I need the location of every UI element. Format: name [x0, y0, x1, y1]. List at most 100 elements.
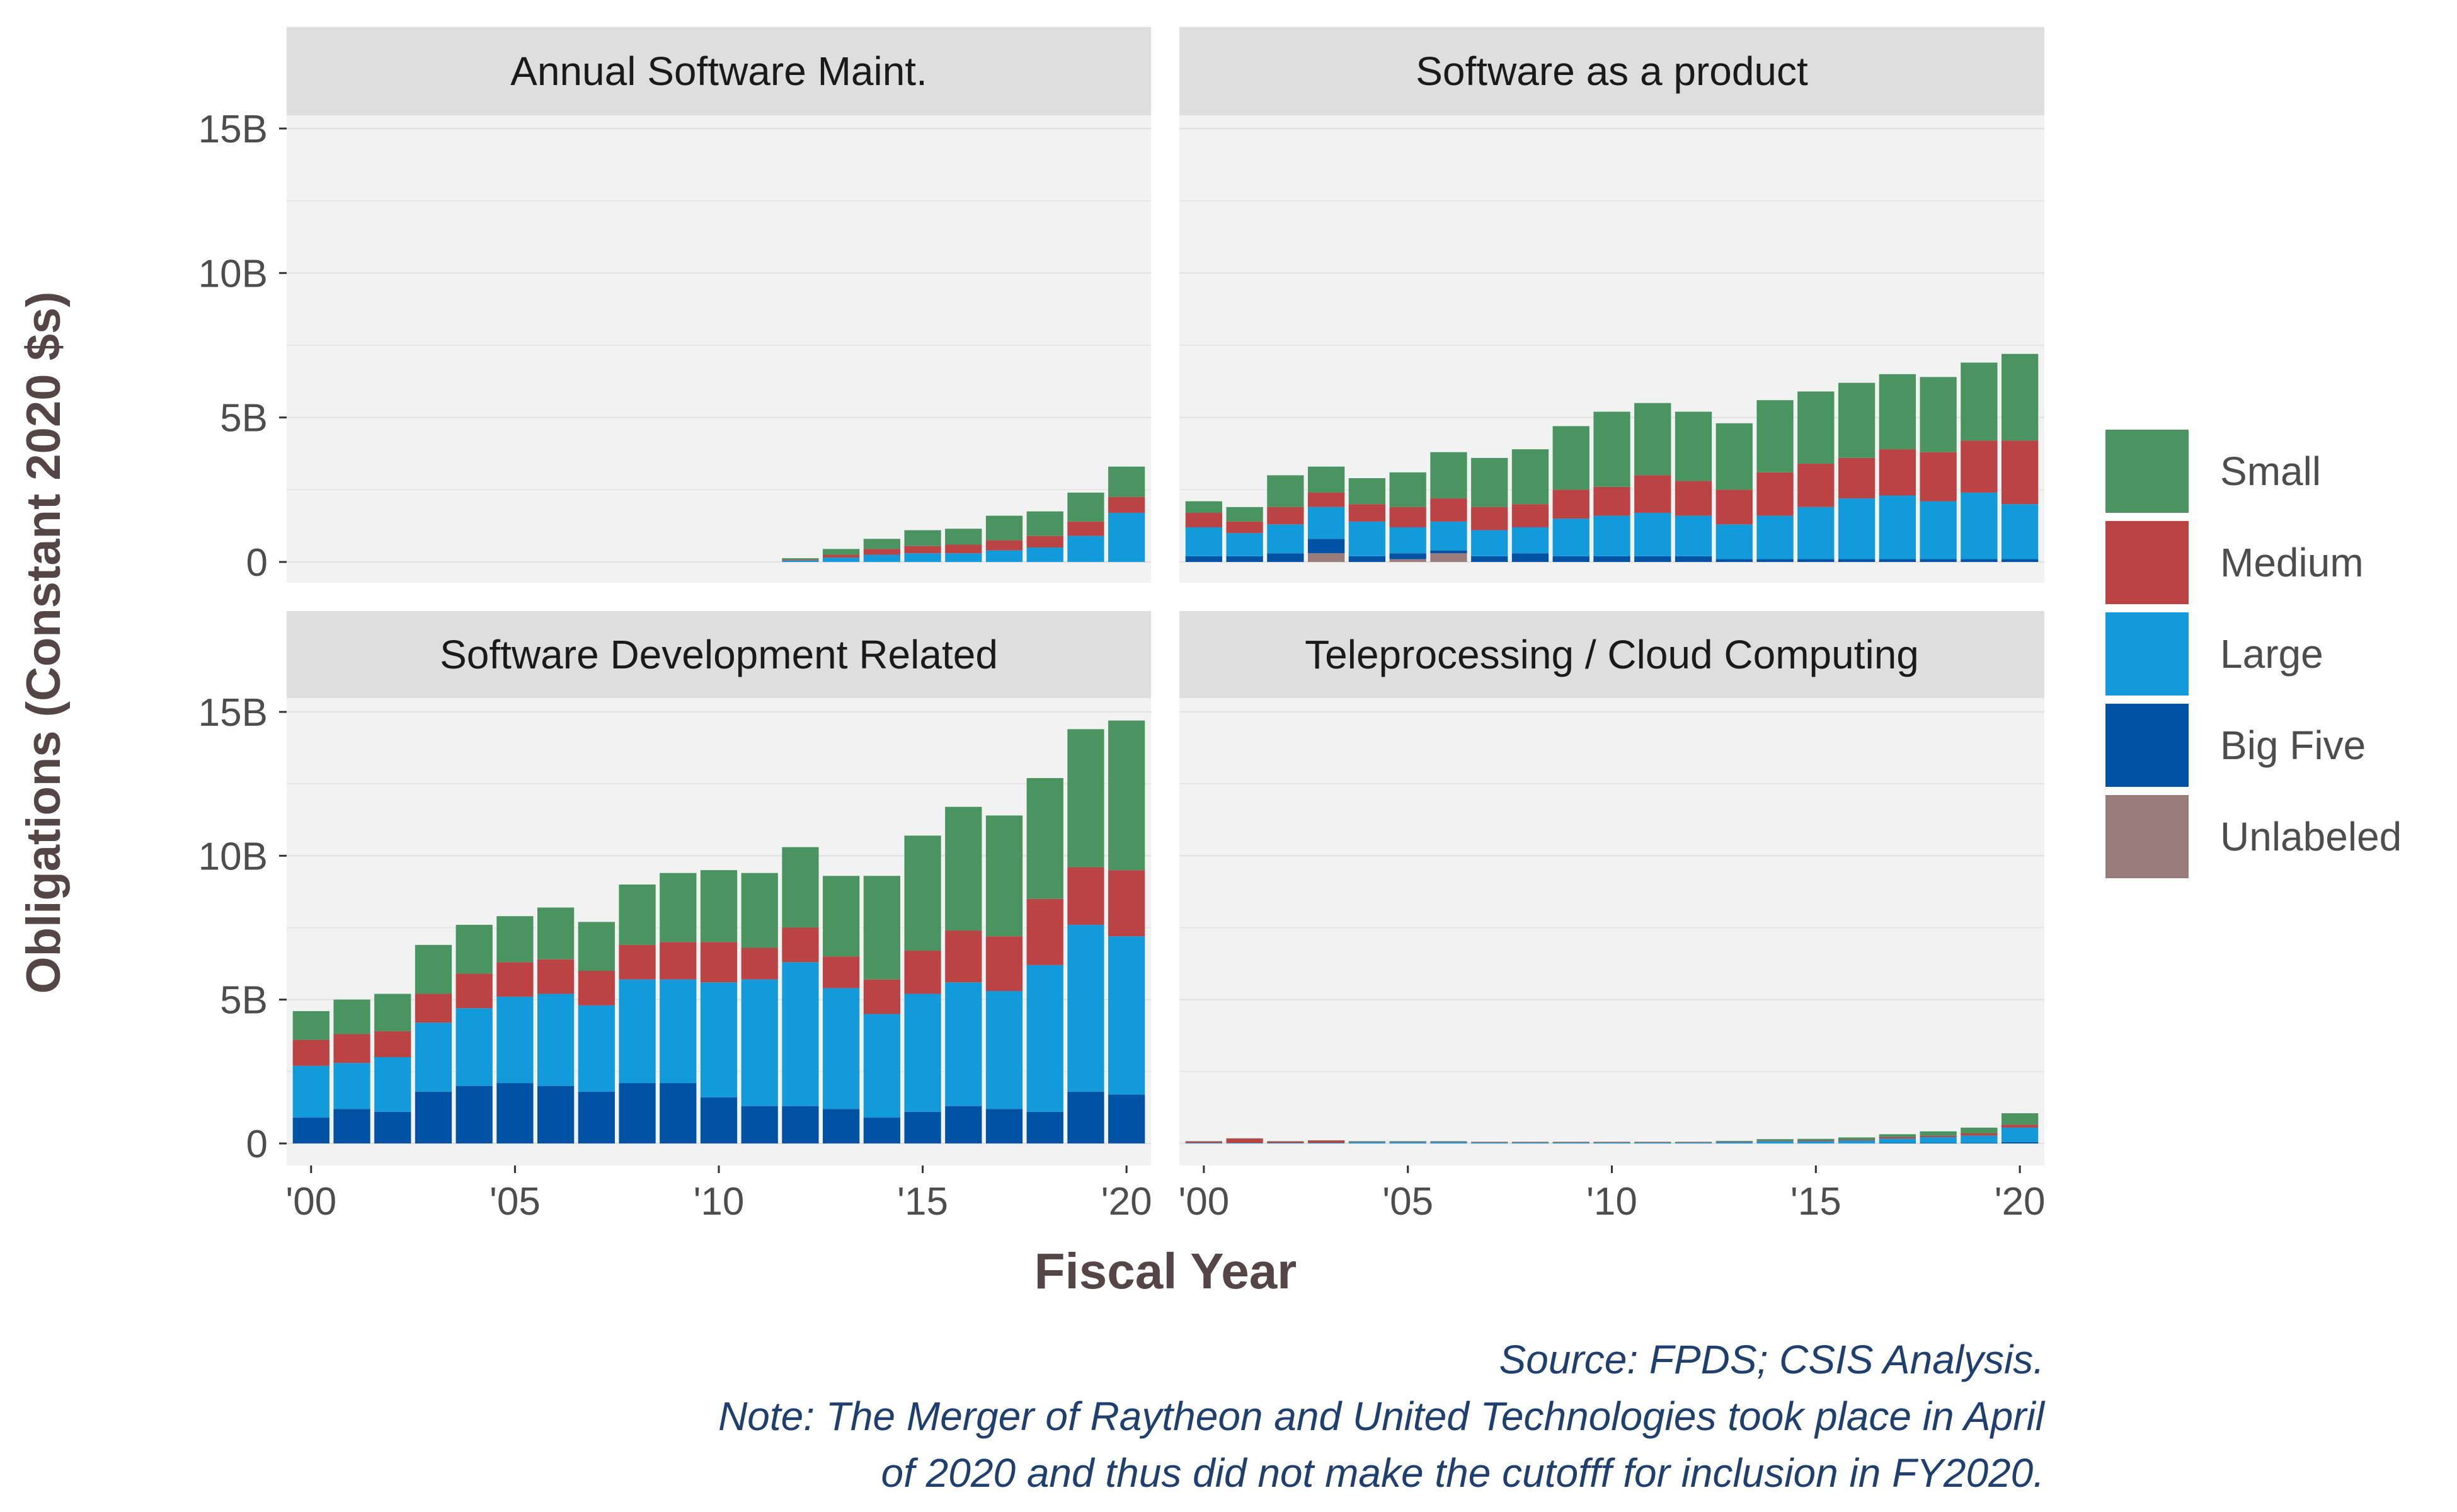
bar-segment	[1797, 1141, 1835, 1143]
bar-segment	[863, 549, 900, 555]
bar-segment	[1961, 559, 1998, 562]
bar-segment	[741, 979, 778, 1106]
legend-label: Small	[2220, 449, 2321, 494]
bar-segment	[1838, 457, 1876, 499]
bar-segment	[455, 1008, 493, 1086]
legend-label: Large	[2220, 631, 2323, 677]
bar-segment	[1634, 403, 1671, 476]
bar-segment	[415, 1022, 452, 1092]
bar-segment	[374, 994, 411, 1031]
bar-segment	[455, 973, 493, 1009]
bar-segment	[1108, 466, 1145, 497]
bar-segment	[1511, 449, 1549, 505]
bar-segment	[1430, 550, 1467, 554]
bar-segment	[1308, 539, 1345, 554]
bar-segment	[823, 554, 860, 558]
bar-segment	[985, 936, 1023, 991]
bar-segment	[782, 558, 819, 560]
bar-segment	[985, 515, 1023, 541]
caption-source: Source: FPDS; CSIS Analysis.	[1499, 1337, 2044, 1382]
bar-segment	[1961, 362, 1998, 441]
bar-segment	[496, 1083, 534, 1143]
bar-segment	[1267, 475, 1304, 507]
bar-segment	[700, 942, 738, 983]
x-tick-label: '00	[285, 1180, 336, 1223]
bar-segment	[782, 847, 819, 928]
bar-segment	[1920, 1135, 1957, 1137]
bar-segment	[415, 944, 452, 994]
bar-segment	[1961, 1133, 1998, 1136]
bar-segment	[2001, 1125, 2039, 1128]
bar-segment	[1108, 496, 1145, 513]
bar-segment	[1634, 513, 1671, 556]
bar-segment	[1675, 515, 1712, 556]
bar-segment	[1067, 521, 1104, 536]
bar-segment	[537, 1085, 575, 1143]
bar-segment	[945, 931, 982, 983]
bar-segment	[537, 994, 575, 1086]
bar-segment	[1920, 1131, 1957, 1136]
bar-segment	[1348, 504, 1386, 522]
bar-segment	[1430, 498, 1467, 522]
bar-segment	[333, 1063, 370, 1109]
bar-segment	[1430, 1142, 1467, 1143]
bar-segment	[1026, 898, 1063, 965]
y-axis-title: Obligations (Constant 2020 $s)	[17, 292, 71, 994]
bar-segment	[1067, 867, 1104, 925]
bar-segment	[1961, 440, 1998, 493]
bar-segment	[1511, 1142, 1549, 1143]
bar-segment	[1389, 1142, 1426, 1143]
y-tick-label: 0	[246, 541, 268, 585]
bar-segment	[1511, 553, 1549, 562]
bar-segment	[1389, 1141, 1426, 1142]
bar-segment	[823, 1109, 860, 1143]
bar-segment	[945, 544, 982, 554]
bar-segment	[1920, 501, 1957, 559]
caption-note-line-2: of 2020 and thus did not make the cutoff…	[881, 1450, 2045, 1496]
bar-segment	[1067, 1091, 1104, 1143]
bar-segment	[1308, 492, 1345, 507]
facet-title: Software Development Related	[440, 632, 998, 677]
bar-segment	[1756, 559, 1794, 562]
bar-segment	[945, 982, 982, 1106]
bar-segment	[1797, 391, 1835, 464]
x-tick-label: '20	[1995, 1180, 2046, 1223]
bar-segment	[1797, 559, 1835, 562]
legend-label: Medium	[2220, 540, 2364, 585]
bar-segment	[1879, 559, 1916, 562]
bar-segment	[945, 529, 982, 545]
bar-segment	[1430, 553, 1467, 562]
bar-segment	[1920, 1137, 1957, 1143]
bar-segment	[782, 927, 819, 963]
bar-segment	[1756, 1139, 1794, 1141]
bar-segment	[904, 553, 941, 562]
bar-segment	[1108, 936, 1145, 1095]
bar-segment	[863, 539, 900, 549]
bar-segment	[1715, 423, 1753, 490]
panel-background	[1179, 698, 2044, 1166]
y-tick-label: 15B	[198, 108, 268, 151]
bar-segment	[1267, 553, 1304, 562]
facet-panel: Software Development Related 0 5B 10B 15B '00…	[198, 611, 1152, 1223]
bar-segment	[1961, 1127, 1998, 1134]
bar-segment	[1108, 1094, 1145, 1143]
legend-key	[2105, 612, 2189, 696]
bar-segment	[700, 870, 738, 942]
bar-segment	[1067, 729, 1104, 868]
facet-strip	[287, 27, 1151, 115]
bar-segment	[985, 540, 1023, 551]
bar-segment	[823, 956, 860, 988]
bar-segment	[496, 997, 534, 1084]
legend-key	[2105, 521, 2189, 604]
bar-segment	[1920, 452, 1957, 501]
bar-segment	[904, 546, 941, 554]
bar-segment	[1308, 466, 1345, 493]
bar-segment	[1552, 556, 1589, 562]
bar-segment	[1879, 374, 1916, 450]
bar-segment	[1879, 449, 1916, 496]
bar-segment	[863, 1014, 900, 1118]
bar-segment	[1108, 513, 1145, 562]
bar-segment	[1226, 533, 1263, 556]
bar-segment	[1108, 720, 1145, 871]
x-tick-label: '15	[1790, 1180, 1841, 1223]
